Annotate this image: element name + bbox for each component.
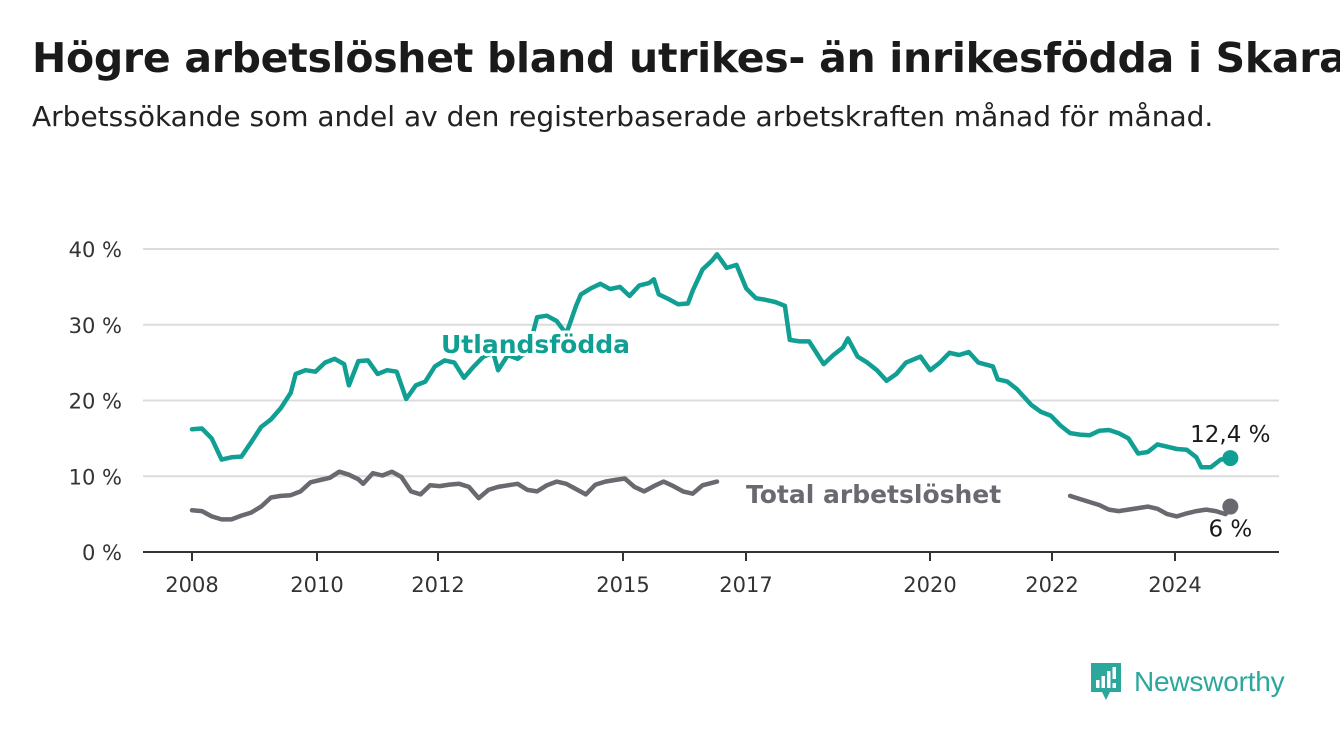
newsworthy-logo-icon: [1091, 663, 1121, 700]
x-tick-label: 2008: [165, 573, 218, 597]
x-axis-ticks: 2008 2010 2012 2015 2017 2020 2022 2024: [165, 552, 1202, 597]
y-tick-label: 10 %: [69, 465, 122, 489]
newsworthy-brand: Newsworthy: [1088, 660, 1285, 704]
foreign-born-end-label: 12,4 %: [1190, 422, 1270, 448]
series-lines: [189, 252, 1239, 522]
x-tick-label: 2015: [596, 573, 649, 597]
foreign-born-end-point: [1222, 450, 1239, 467]
series-labels: 12,4 % 6 % Utlandsfödda Total arbetslöshet: [438, 327, 1271, 543]
gridlines: [143, 248, 1279, 478]
x-tick-label: 2012: [411, 573, 464, 597]
y-tick-label: 0 %: [82, 541, 122, 565]
x-tick-label: 2024: [1148, 573, 1201, 597]
foreign-born-line: [189, 252, 1233, 470]
y-tick-label: 20 %: [69, 390, 122, 414]
total-unemployment-line: [189, 469, 720, 522]
x-tick-label: 2010: [290, 573, 343, 597]
y-tick-label: 40 %: [69, 238, 122, 262]
y-axis-ticks: 0 % 10 % 20 % 30 % 40 %: [69, 238, 122, 565]
y-tick-label: 30 %: [69, 314, 122, 338]
chart-subtitle: Arbetssökande som andel av den registerb…: [32, 100, 1214, 133]
total-end-point: [1222, 498, 1239, 515]
x-tick-label: 2020: [903, 573, 956, 597]
brand-name: Newsworthy: [1134, 666, 1285, 697]
total-series-label: Total arbetslöshet: [746, 480, 1001, 509]
foreign-born-series-label: Utlandsfödda: [441, 330, 630, 359]
total-unemployment-line: [1067, 493, 1233, 519]
x-tick-label: 2017: [719, 573, 772, 597]
chart-title: Högre arbetslöshet bland utrikes- än inr…: [32, 34, 1340, 82]
total-end-label: 6 %: [1208, 517, 1252, 543]
x-tick-label: 2022: [1025, 573, 1078, 597]
